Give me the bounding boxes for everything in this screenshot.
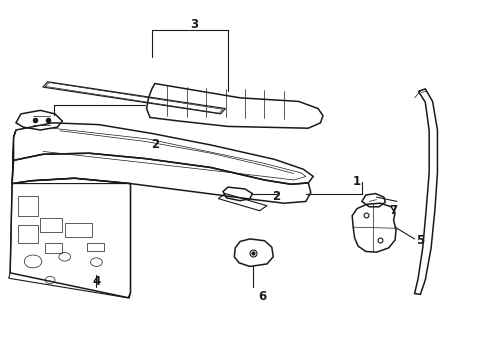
- Bar: [45, 243, 62, 253]
- Bar: [87, 243, 104, 251]
- Text: 3: 3: [190, 18, 198, 31]
- Text: 5: 5: [416, 234, 424, 247]
- Bar: [19, 225, 38, 243]
- Text: 1: 1: [353, 175, 361, 188]
- Text: 6: 6: [258, 289, 266, 303]
- Bar: [19, 196, 38, 216]
- Bar: [40, 217, 62, 232]
- Text: 4: 4: [92, 275, 100, 288]
- Bar: [65, 223, 92, 237]
- Text: 2: 2: [151, 139, 159, 152]
- Text: 2: 2: [272, 190, 281, 203]
- Text: 7: 7: [390, 204, 398, 217]
